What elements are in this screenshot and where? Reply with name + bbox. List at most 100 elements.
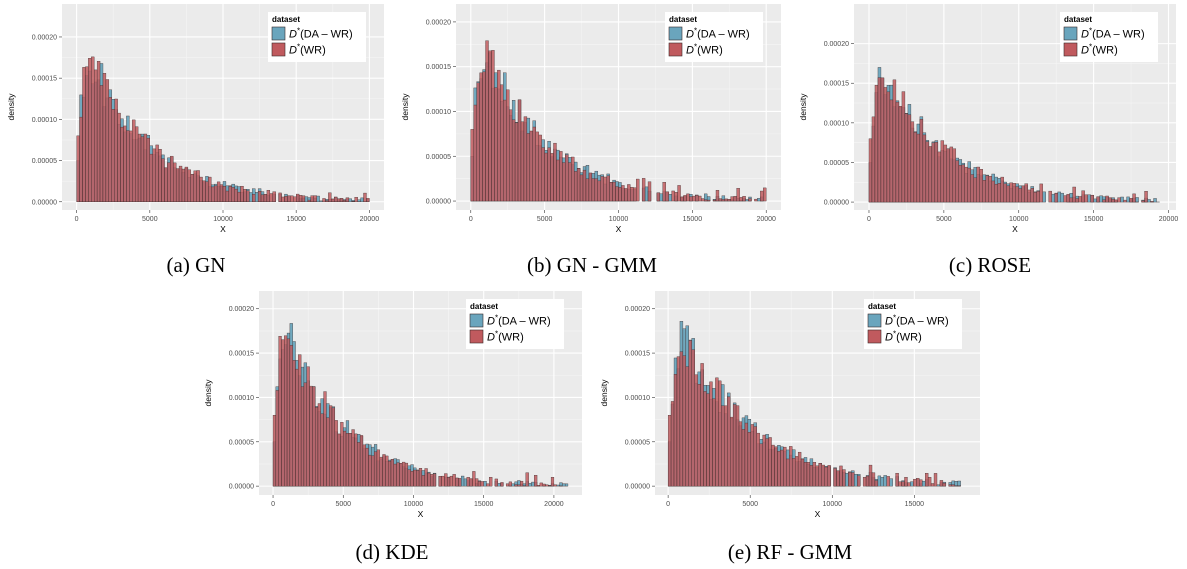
histogram-bar-blue <box>1093 198 1097 203</box>
histogram-bar-red <box>615 186 619 202</box>
histogram-bar-blue <box>319 200 323 202</box>
histogram-bar-red <box>485 40 489 202</box>
legend-title: dataset <box>868 302 896 311</box>
y-tick-label: 0.00015 <box>625 351 650 358</box>
histogram-bar-red <box>1141 200 1145 203</box>
chart-panel-b: 0 5000 10000 15000 20000 0.00000 0.00005 0.0001… <box>394 0 789 240</box>
histogram-bar-red <box>686 193 690 202</box>
histogram-bar-red <box>275 390 279 487</box>
histogram-bar-red <box>685 366 689 487</box>
histogram-bar-red <box>278 192 282 202</box>
y-tick-label: 0.00005 <box>625 439 650 446</box>
histogram-bar-red <box>328 192 332 202</box>
histogram-bar-red <box>202 180 206 202</box>
histogram-bar-red <box>82 67 86 202</box>
histogram-bar-red <box>373 451 378 487</box>
histogram-bar-red <box>603 176 607 202</box>
histogram-bar-red <box>243 189 247 202</box>
legend-key <box>867 313 882 328</box>
histogram-bar-blue <box>562 483 566 487</box>
histogram-bar-red <box>937 151 942 203</box>
histogram-bar-red <box>942 482 947 487</box>
histogram-bar-red <box>284 335 288 487</box>
histogram-bar-red <box>730 416 734 487</box>
histogram-bar-red <box>815 465 819 487</box>
histogram-bar-red <box>585 178 590 202</box>
histogram-bar-red <box>927 477 932 487</box>
histogram-bar-blue <box>910 481 914 487</box>
x-axis-title: X <box>220 224 226 234</box>
histogram-bar-red <box>500 84 504 202</box>
y-tick-label: 0.00015 <box>824 81 849 88</box>
histogram-bar-red <box>137 133 142 202</box>
histogram-bar-blue <box>954 481 958 487</box>
histogram-bar-red <box>1027 189 1031 203</box>
legend: dataset D*(DA – WR) D*(WR) <box>268 12 366 62</box>
histogram-bar-red <box>295 368 299 487</box>
histogram-bar-red <box>964 166 968 203</box>
histogram-bar-red <box>738 421 743 487</box>
histogram-bar-red <box>231 187 235 202</box>
histogram-bar-blue <box>936 484 941 487</box>
histogram-bar-red <box>538 134 542 202</box>
histogram-bar-red <box>689 196 693 202</box>
histogram-bar-red <box>480 481 484 487</box>
histogram-bar-red <box>780 449 784 487</box>
x-tick-label: 20000 <box>1159 216 1179 223</box>
y-tick-label: 0.00000 <box>229 484 254 491</box>
histogram-bar-red <box>114 98 118 202</box>
histogram-bar-red <box>709 381 713 487</box>
histogram-bar-red <box>760 190 764 202</box>
histogram-bar-red <box>765 438 769 487</box>
histogram-bar-red <box>662 182 666 202</box>
histogram-bar-red <box>293 196 297 202</box>
histogram-bar-red <box>742 196 746 202</box>
histogram-bar-red <box>281 339 285 487</box>
histogram-bar-red <box>930 483 935 487</box>
histogram-bar-red <box>973 177 977 203</box>
histogram-bar-red <box>795 456 799 487</box>
histogram-bar-red <box>871 116 876 203</box>
histogram-bar-red <box>565 154 569 202</box>
histogram-bar-red <box>976 166 980 203</box>
histogram-bar-red <box>1090 194 1094 203</box>
histogram-bar-red <box>916 478 920 487</box>
histogram-bar-red <box>991 180 995 203</box>
histogram-bar-red <box>123 125 127 202</box>
histogram-bar-red <box>812 462 817 487</box>
histogram-bar-red <box>511 119 516 202</box>
histogram-bar-red <box>763 187 767 202</box>
histogram-bar-red <box>173 162 177 202</box>
histogram-bar-red <box>1117 197 1121 203</box>
histogram-bar-blue <box>1087 194 1091 203</box>
y-tick-label: 0.00005 <box>824 160 849 167</box>
histogram-bar-red <box>797 451 802 487</box>
histogram-bar-red <box>416 470 420 487</box>
histogram-bar-red <box>744 422 749 487</box>
histogram-bar-red <box>647 181 652 202</box>
histogram-bar-red <box>129 130 133 202</box>
histogram-bar-red <box>961 164 966 203</box>
y-axis-title: density <box>400 93 410 121</box>
histogram-bar-blue <box>957 480 961 487</box>
histogram-bar-red <box>272 191 276 202</box>
histogram-bar-red <box>339 198 344 202</box>
histogram-bar-red <box>427 472 431 487</box>
x-axis-title: X <box>1012 224 1018 234</box>
histogram-bar-red <box>486 483 490 487</box>
histogram-bar-red <box>721 199 726 202</box>
histogram-bar-red <box>898 106 903 203</box>
histogram-bar-red <box>155 144 159 202</box>
histogram-bar-red <box>289 345 293 487</box>
histogram-bar-red <box>542 483 546 487</box>
histogram-bar-red <box>627 184 631 202</box>
histogram-bar-red <box>525 472 529 487</box>
histogram-bar-red <box>365 447 369 487</box>
histogram-bar-red <box>618 187 622 202</box>
histogram-bar-red <box>665 191 669 202</box>
histogram-bar-red <box>883 87 888 203</box>
histogram-bar-red <box>1069 197 1073 203</box>
histogram-bar-red <box>688 340 692 487</box>
legend-label: D*(WR) <box>1081 43 1118 57</box>
histogram-bar-red <box>1021 185 1025 203</box>
